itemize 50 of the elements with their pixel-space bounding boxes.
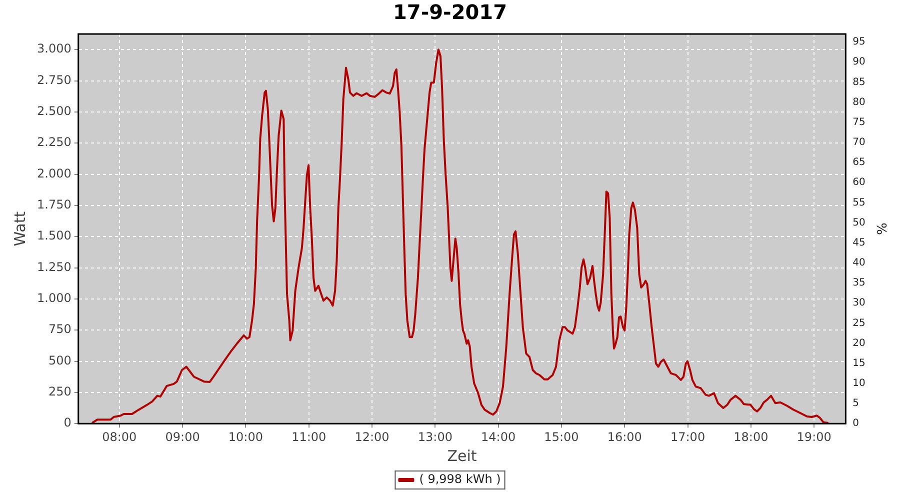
y-tick-label: 2.500 (36, 104, 72, 118)
y-tick-label: 1.250 (36, 260, 72, 274)
y2-tick-label: 90 (852, 56, 866, 68)
y-tick-label: 0 (64, 416, 72, 430)
y-tick-label: 500 (48, 353, 72, 368)
x-axis-title: Zeit (447, 446, 477, 465)
x-tick-label: 18:00 (734, 430, 768, 444)
y2-tick-label: 65 (852, 157, 866, 168)
x-tick-label: 10:00 (228, 430, 264, 444)
y2-tick-label: 85 (852, 76, 866, 88)
x-tick-label: 11:00 (292, 430, 326, 444)
x-tick-label: 12:00 (354, 430, 390, 444)
y2-tick-label: 30 (852, 298, 866, 309)
y-axis-title: Watt (10, 211, 29, 246)
legend-label: ( 9,998 kWh ) (419, 472, 501, 486)
y-tick-label: 2.000 (36, 166, 72, 180)
y2-tick-label: 10 (852, 378, 866, 390)
y2-tick-label: 70 (852, 137, 866, 148)
y2-tick-label: 80 (852, 96, 866, 108)
y2-tick-label: 0 (852, 418, 860, 430)
y2-tick-label: 55 (852, 197, 866, 208)
y2-tick-label: 35 (852, 278, 866, 289)
y2-tick-label: 25 (852, 318, 866, 329)
y-tick-label: 1.750 (36, 198, 72, 212)
chart-title: 17-9-2017 (392, 0, 508, 24)
y-tick-label: 1.500 (36, 228, 72, 243)
y-tick-label: 1.000 (36, 291, 72, 306)
y2-tick-label: 15 (852, 358, 866, 369)
y-tick-label: 3.000 (36, 42, 72, 56)
y2-tick-label: 50 (852, 217, 866, 228)
y2-tick-label: 95 (852, 36, 866, 48)
x-tick-label: 13:00 (418, 430, 452, 444)
y-tick-label: 750 (48, 322, 72, 336)
y2-tick-label: 40 (852, 258, 866, 269)
x-tick-label: 14:00 (481, 430, 516, 444)
x-tick-label: 08:00 (102, 430, 137, 444)
y2-axis-title: % (872, 222, 888, 235)
x-tick-label: 17:00 (670, 430, 706, 444)
x-tick-label: 09:00 (165, 430, 200, 444)
y2-tick-label: 20 (852, 338, 866, 349)
x-tick-label: 19:00 (796, 430, 832, 444)
y-tick-label: 2.750 (36, 72, 72, 87)
y2-tick-label: 75 (852, 116, 866, 128)
y2-tick-label: 60 (852, 177, 866, 188)
y2-tick-label: 45 (852, 237, 866, 248)
y2-tick-label: 5 (852, 398, 860, 410)
x-tick-label: 15:00 (544, 430, 579, 444)
x-tick-label: 16:00 (607, 430, 642, 444)
y-tick-label: 250 (48, 384, 72, 399)
y-tick-label: 2.250 (36, 135, 72, 150)
